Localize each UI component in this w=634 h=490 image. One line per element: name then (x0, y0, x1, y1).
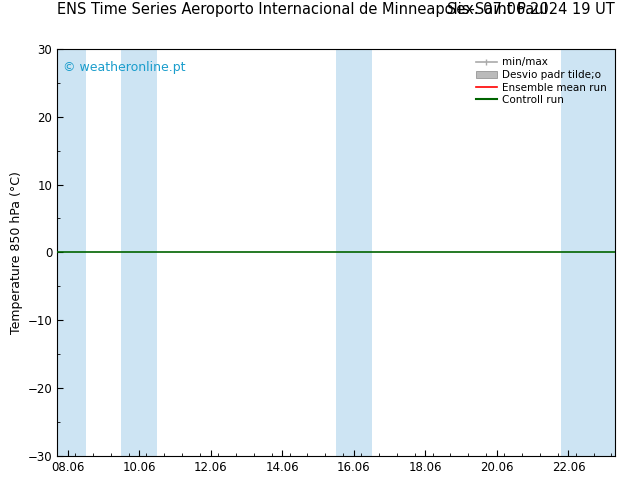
Bar (561, 49, 615, 456)
Text: ENS Time Series Aeroporto Internacional de Minneapolis-Saint Paul: ENS Time Series Aeroporto Internacional … (57, 2, 548, 17)
Y-axis label: Temperature 850 hPa (°C): Temperature 850 hPa (°C) (10, 171, 23, 334)
Bar (336, 49, 372, 456)
Text: © weatheronline.pt: © weatheronline.pt (63, 61, 185, 74)
Text: Sex. 07.06.2024 19 UT: Sex. 07.06.2024 19 UT (447, 2, 615, 17)
Bar (122, 49, 157, 456)
Legend: min/max, Desvio padr tilde;o, Ensemble mean run, Controll run: min/max, Desvio padr tilde;o, Ensemble m… (473, 54, 610, 108)
Bar (57, 49, 86, 456)
